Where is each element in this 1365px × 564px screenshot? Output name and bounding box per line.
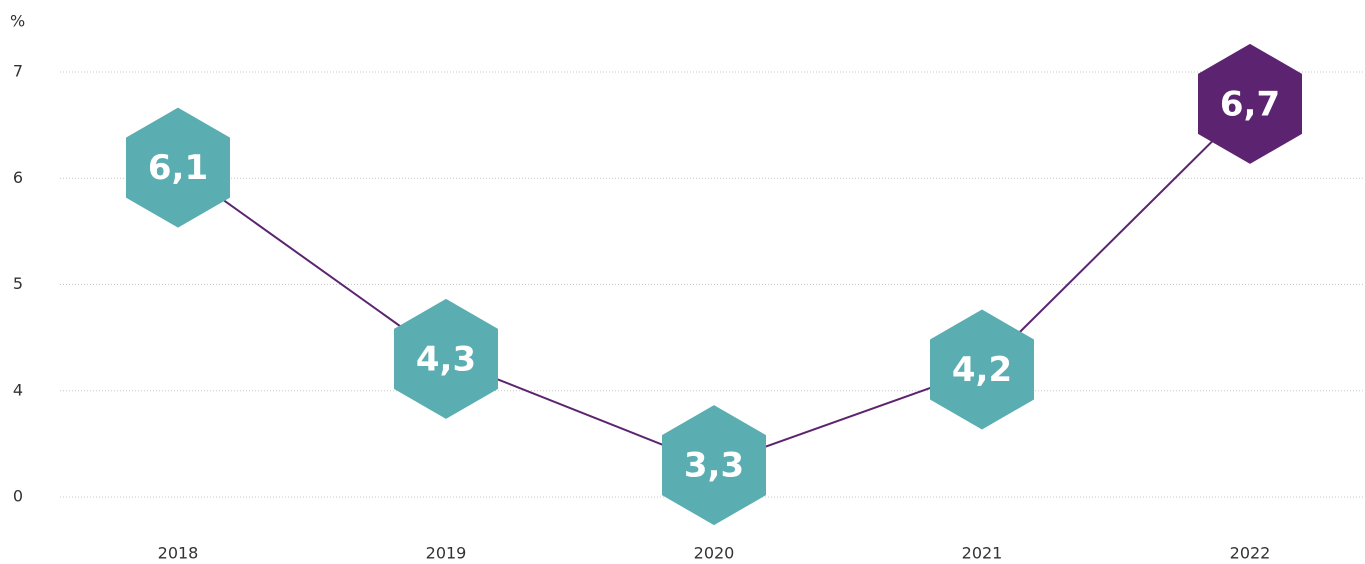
x-tick-label: 2021	[962, 544, 1003, 563]
y-tick-label: 5	[13, 274, 23, 293]
data-label: 4,3	[416, 339, 476, 379]
hexagon-marker	[930, 309, 1034, 430]
y-tick-label: 0	[13, 487, 23, 506]
hexagon-marker	[126, 107, 230, 228]
y-tick-label: 6	[13, 168, 23, 187]
x-tick-label: 2019	[426, 544, 467, 563]
data-label: 6,7	[1220, 84, 1280, 124]
x-tick-label: 2020	[694, 544, 735, 563]
data-label: 4,2	[952, 350, 1012, 390]
y-axis-label: %	[10, 12, 25, 31]
data-label: 6,1	[148, 148, 208, 188]
hexagon-marker	[394, 298, 498, 419]
hexagon-marker	[1198, 43, 1302, 164]
y-tick-label: 4	[13, 380, 23, 399]
hexagon-marker	[662, 405, 766, 526]
x-tick-label: 2022	[1230, 544, 1271, 563]
data-label: 3,3	[684, 446, 744, 486]
x-tick-label: 2018	[158, 544, 199, 563]
y-tick-label: 7	[13, 62, 23, 81]
